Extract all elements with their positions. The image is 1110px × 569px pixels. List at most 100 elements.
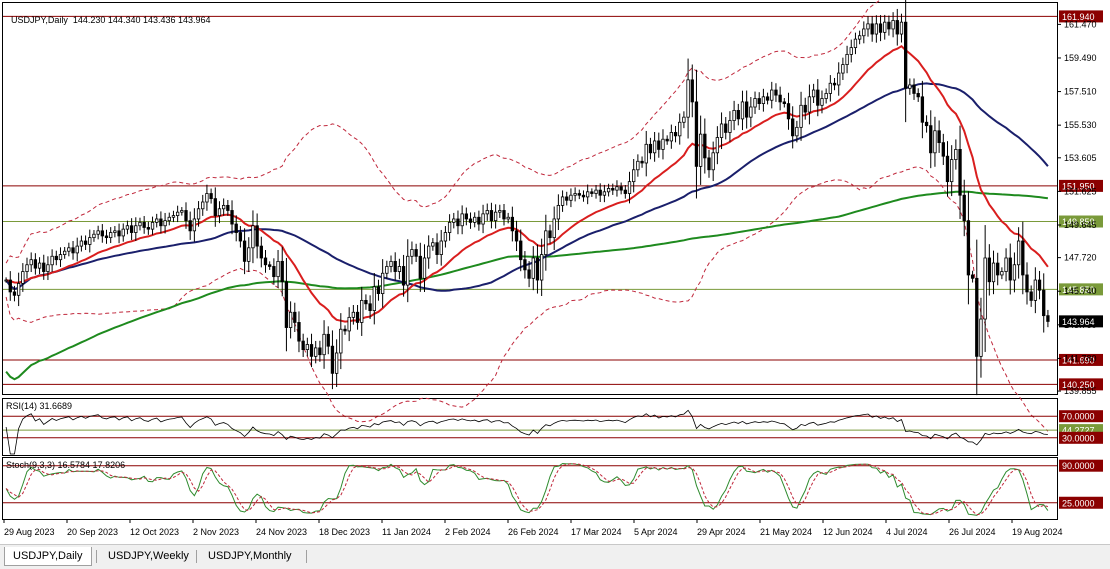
- y-tick-label: 149.645: [1064, 220, 1097, 230]
- candle-body: [268, 264, 272, 267]
- level-label: 141.690: [1062, 355, 1095, 365]
- candle-body: [125, 225, 130, 230]
- candle-body: [636, 160, 640, 171]
- candle-body: [849, 47, 853, 55]
- candle-body: [29, 259, 33, 266]
- candle-body: [615, 186, 619, 191]
- ohlc-values: 144.230 144.340 143.436 143.964: [72, 15, 211, 25]
- candle-body: [234, 223, 238, 233]
- candle-body: [368, 303, 372, 311]
- candle-body: [916, 93, 920, 98]
- x-tick-label: 26 Jul 2024: [949, 527, 996, 537]
- candle-body: [828, 82, 832, 94]
- candle-body: [958, 149, 962, 196]
- candle-body: [715, 137, 720, 154]
- candle-body: [167, 216, 171, 222]
- candle-body: [468, 218, 473, 223]
- tab-monthly[interactable]: USDJPY,Monthly: [208, 550, 292, 562]
- candle-body: [205, 193, 209, 203]
- candle-body: [711, 152, 715, 171]
- candle-body: [724, 123, 728, 133]
- tab-separator: [96, 550, 97, 563]
- stoch-label: Stoch(9,3,3) 16.5784 17.8206: [6, 460, 126, 470]
- candles: [4, 0, 1050, 396]
- candle-body: [627, 181, 632, 194]
- candle-body: [996, 262, 1000, 276]
- x-tick-label: 2 Feb 2024: [445, 527, 491, 537]
- candle-body: [397, 266, 402, 272]
- candle-body: [983, 257, 987, 320]
- candle-body: [1042, 289, 1046, 317]
- candle-body: [510, 216, 515, 232]
- candle-body: [196, 208, 201, 220]
- candle-body: [129, 225, 134, 233]
- candle-body: [485, 210, 489, 215]
- candle-body: [33, 259, 38, 269]
- candle-body: [213, 198, 217, 216]
- stochastic-indicator: 90.0000 25.0000: [3, 459, 1103, 516]
- candle-body: [652, 140, 657, 154]
- candle-body: [799, 104, 803, 128]
- candle-body: [418, 255, 422, 279]
- y-tick-label: 155.530: [1064, 120, 1097, 130]
- candle-body: [732, 109, 736, 121]
- candle-body: [640, 160, 644, 164]
- tab-weekly[interactable]: USDJPY,Weekly: [108, 550, 189, 562]
- candle-body: [941, 142, 945, 157]
- level-label: 140.250: [1062, 380, 1095, 390]
- level-label: 151.950: [1062, 181, 1095, 191]
- candle-body: [1046, 315, 1050, 322]
- candle-body: [606, 188, 611, 193]
- candle-body: [602, 191, 607, 196]
- y-tick-label: 141.780: [1064, 353, 1097, 363]
- candle-body: [845, 54, 849, 65]
- candle-body: [920, 96, 925, 123]
- candle-body: [908, 84, 912, 89]
- candle-body: [586, 191, 590, 198]
- candle-body: [104, 235, 109, 239]
- candle-body: [435, 242, 439, 255]
- candle-body: [247, 247, 251, 262]
- candle-body: [590, 191, 594, 194]
- candle-body: [142, 221, 146, 228]
- y-tick-label: 157.510: [1064, 87, 1097, 97]
- candle-body: [811, 89, 816, 98]
- candle-body: [644, 143, 648, 164]
- candle-body: [782, 101, 786, 105]
- candle-body: [230, 210, 234, 225]
- candle-body: [632, 169, 636, 183]
- candle-body: [364, 299, 368, 305]
- candle-body: [100, 230, 104, 237]
- candle-body: [891, 20, 895, 30]
- rsi-panel-frame: [2, 398, 1058, 456]
- candle-body: [159, 218, 163, 227]
- candle-body: [565, 196, 569, 201]
- candle-body: [648, 143, 653, 154]
- stoch-level-label: 90.0000: [1062, 461, 1095, 471]
- candle-body: [339, 328, 343, 354]
- candle-body: [276, 260, 280, 278]
- x-tick-label: 20 Sep 2023: [67, 527, 118, 537]
- candle-body: [334, 352, 339, 374]
- candle-body: [552, 218, 556, 239]
- level-label: 145.850: [1062, 285, 1095, 295]
- candle-body: [121, 228, 125, 237]
- candle-body: [314, 347, 318, 357]
- candle-body: [678, 121, 682, 137]
- candle-body: [950, 159, 954, 183]
- candle-body: [347, 316, 351, 332]
- upper-band: [5, 0, 882, 264]
- candle-body: [192, 218, 197, 232]
- candle-body: [1025, 274, 1029, 293]
- candle-body: [447, 221, 452, 233]
- candle-body: [460, 213, 464, 227]
- level-tag: [1059, 10, 1103, 23]
- tab-daily[interactable]: USDJPY,Daily: [4, 547, 92, 566]
- candle-body: [975, 277, 979, 357]
- candle-body: [37, 262, 42, 269]
- candle-body: [414, 249, 418, 257]
- x-tick-label: 26 Feb 2024: [508, 527, 559, 537]
- candle-body: [577, 193, 581, 196]
- candle-body: [406, 255, 410, 286]
